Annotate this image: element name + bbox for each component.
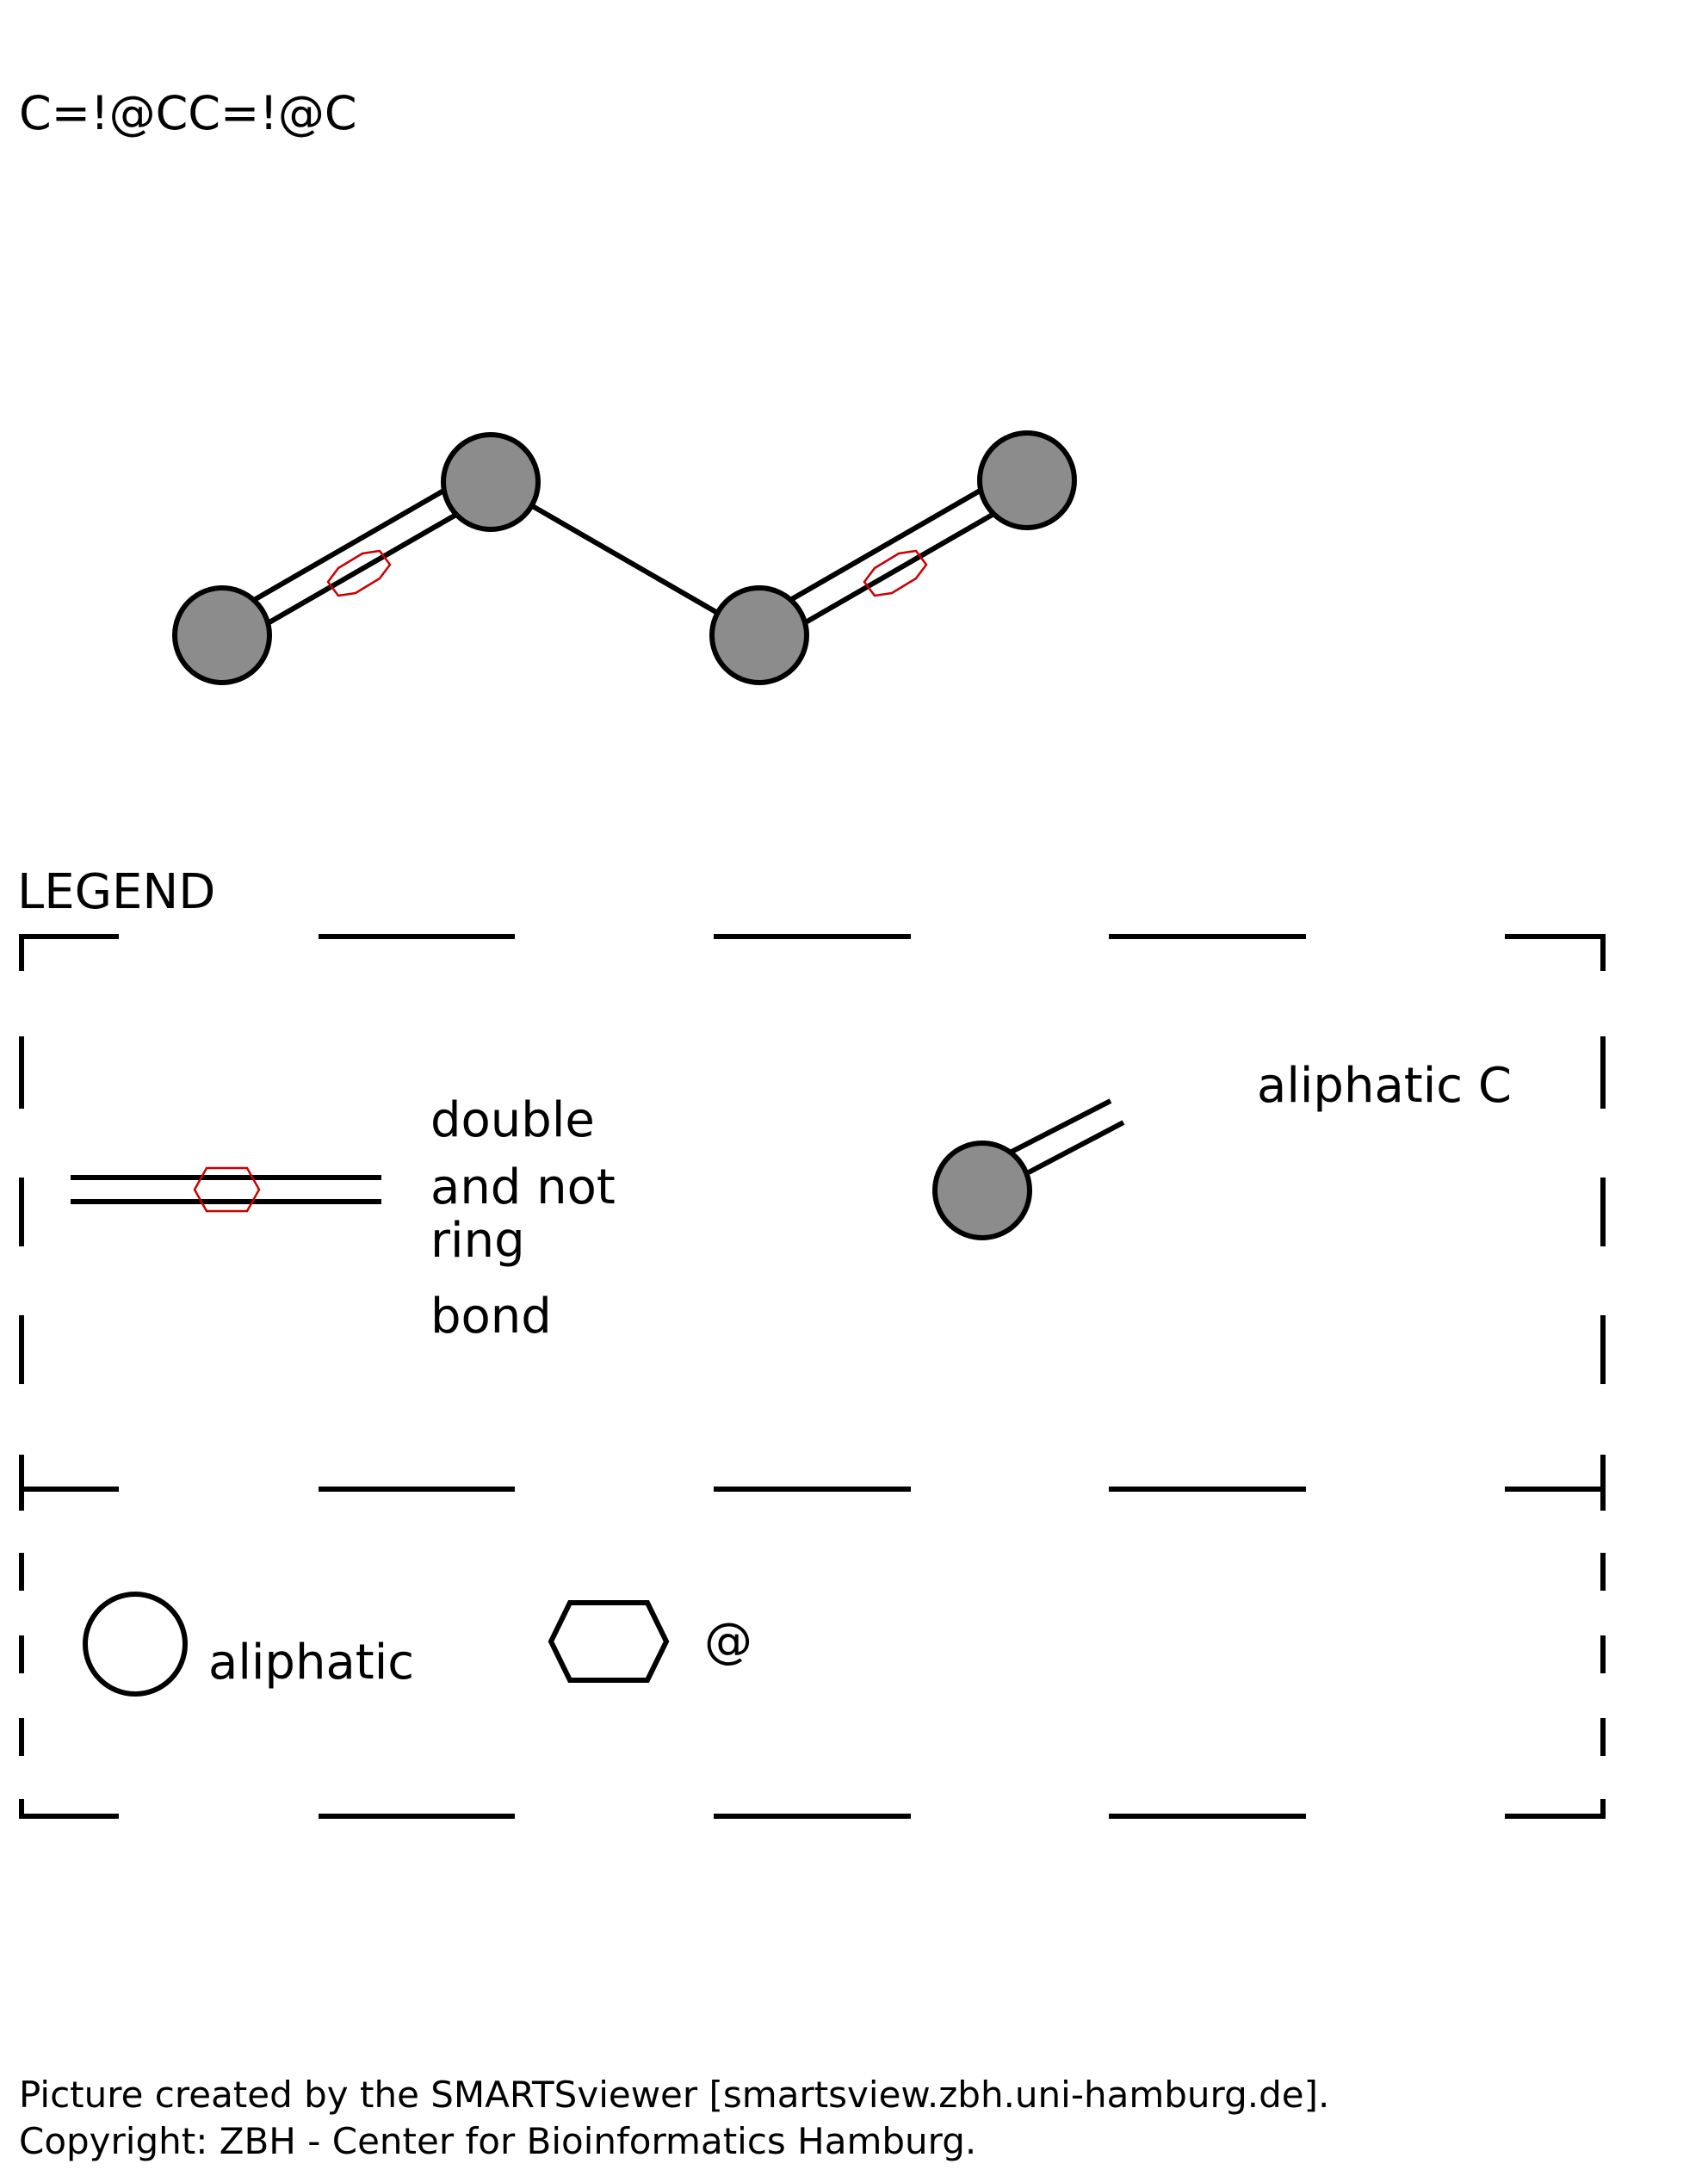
atom-c1 [172, 585, 272, 685]
not-ring-marker-icon [326, 549, 392, 597]
legend-hexagon-label: @ [704, 1613, 752, 1669]
smarts-title: C=!@CC=!@C [19, 86, 357, 140]
single-bond [489, 479, 761, 640]
ring-hexagon-icon [548, 1600, 670, 1683]
legend-bond-sample [71, 1166, 381, 1213]
legend-atom-label: aliphatic C [1257, 1058, 1512, 1114]
legend-bond-label: double and not ring bond [430, 1092, 616, 1345]
svg-text:ring: ring [430, 1213, 525, 1269]
legend-frame [19, 934, 1606, 1819]
molecule [172, 430, 1077, 685]
legend-title: LEGEND [17, 864, 215, 920]
atom-c4 [977, 430, 1077, 530]
double-bond-2 [750, 467, 1031, 648]
not-ring-marker-icon [193, 1166, 261, 1213]
legend-atom-sample [932, 1098, 1125, 1240]
atom-c2 [441, 432, 541, 532]
double-bond-1 [214, 467, 495, 648]
not-ring-marker-icon [863, 549, 928, 597]
footer-credit: Picture created by the SMARTSviewer [sma… [19, 2074, 1329, 2116]
atom-c3 [709, 585, 809, 685]
legend-circle-label: aliphatic [208, 1635, 414, 1691]
aliphatic-circle-icon [83, 1592, 188, 1697]
svg-text:double: double [430, 1092, 595, 1148]
svg-text:and not: and not [430, 1159, 616, 1215]
footer-copyright: Copyright: ZBH - Center for Bioinformati… [19, 2120, 976, 2162]
svg-text:bond: bond [430, 1289, 552, 1345]
